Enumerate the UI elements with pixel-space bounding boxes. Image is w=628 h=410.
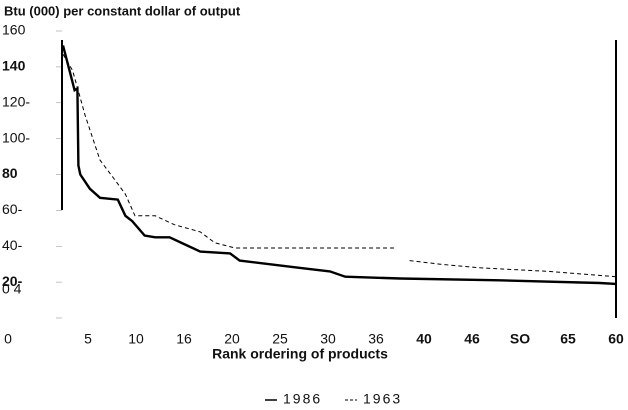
y-tick-label: 60- <box>2 201 23 217</box>
x-tick-label: 30 <box>320 331 336 347</box>
y-tick-label: 40- <box>2 237 23 253</box>
x-tick-label: 0 <box>4 331 12 347</box>
x-tick-label: SO <box>510 331 530 347</box>
x-tick-label: 20 <box>224 331 240 347</box>
x-tick-label: 5 <box>84 331 92 347</box>
y-tick-label: 160 <box>2 22 26 38</box>
y-tick-label: 120- <box>2 93 30 109</box>
x-tick-label: 36 <box>368 331 384 347</box>
chart-title: Btu (000) per constant dollar of output <box>4 3 241 18</box>
x-tick-label: 40 <box>416 331 432 347</box>
x-tick-label: 60 <box>608 331 624 347</box>
x-tick-label: 25 <box>272 331 288 347</box>
y-tick-label: 0 4 <box>2 281 22 297</box>
series-line <box>62 54 617 278</box>
y-tick-label: 100- <box>2 129 30 145</box>
x-tick-label: 46 <box>464 331 480 347</box>
y-tick-label: 80 <box>2 165 18 181</box>
y-tick-label: 20- <box>2 273 23 289</box>
y-tick-label: 140 <box>2 58 26 74</box>
x-tick-label: 10 <box>128 331 144 347</box>
x-tick-label: 16 <box>176 331 192 347</box>
legend-label: 1986 <box>283 391 322 407</box>
series-line <box>61 45 617 286</box>
legend-label: 1963 <box>363 391 402 407</box>
x-axis-label: Rank ordering of products <box>212 346 388 362</box>
x-tick-label: 65 <box>560 331 576 347</box>
